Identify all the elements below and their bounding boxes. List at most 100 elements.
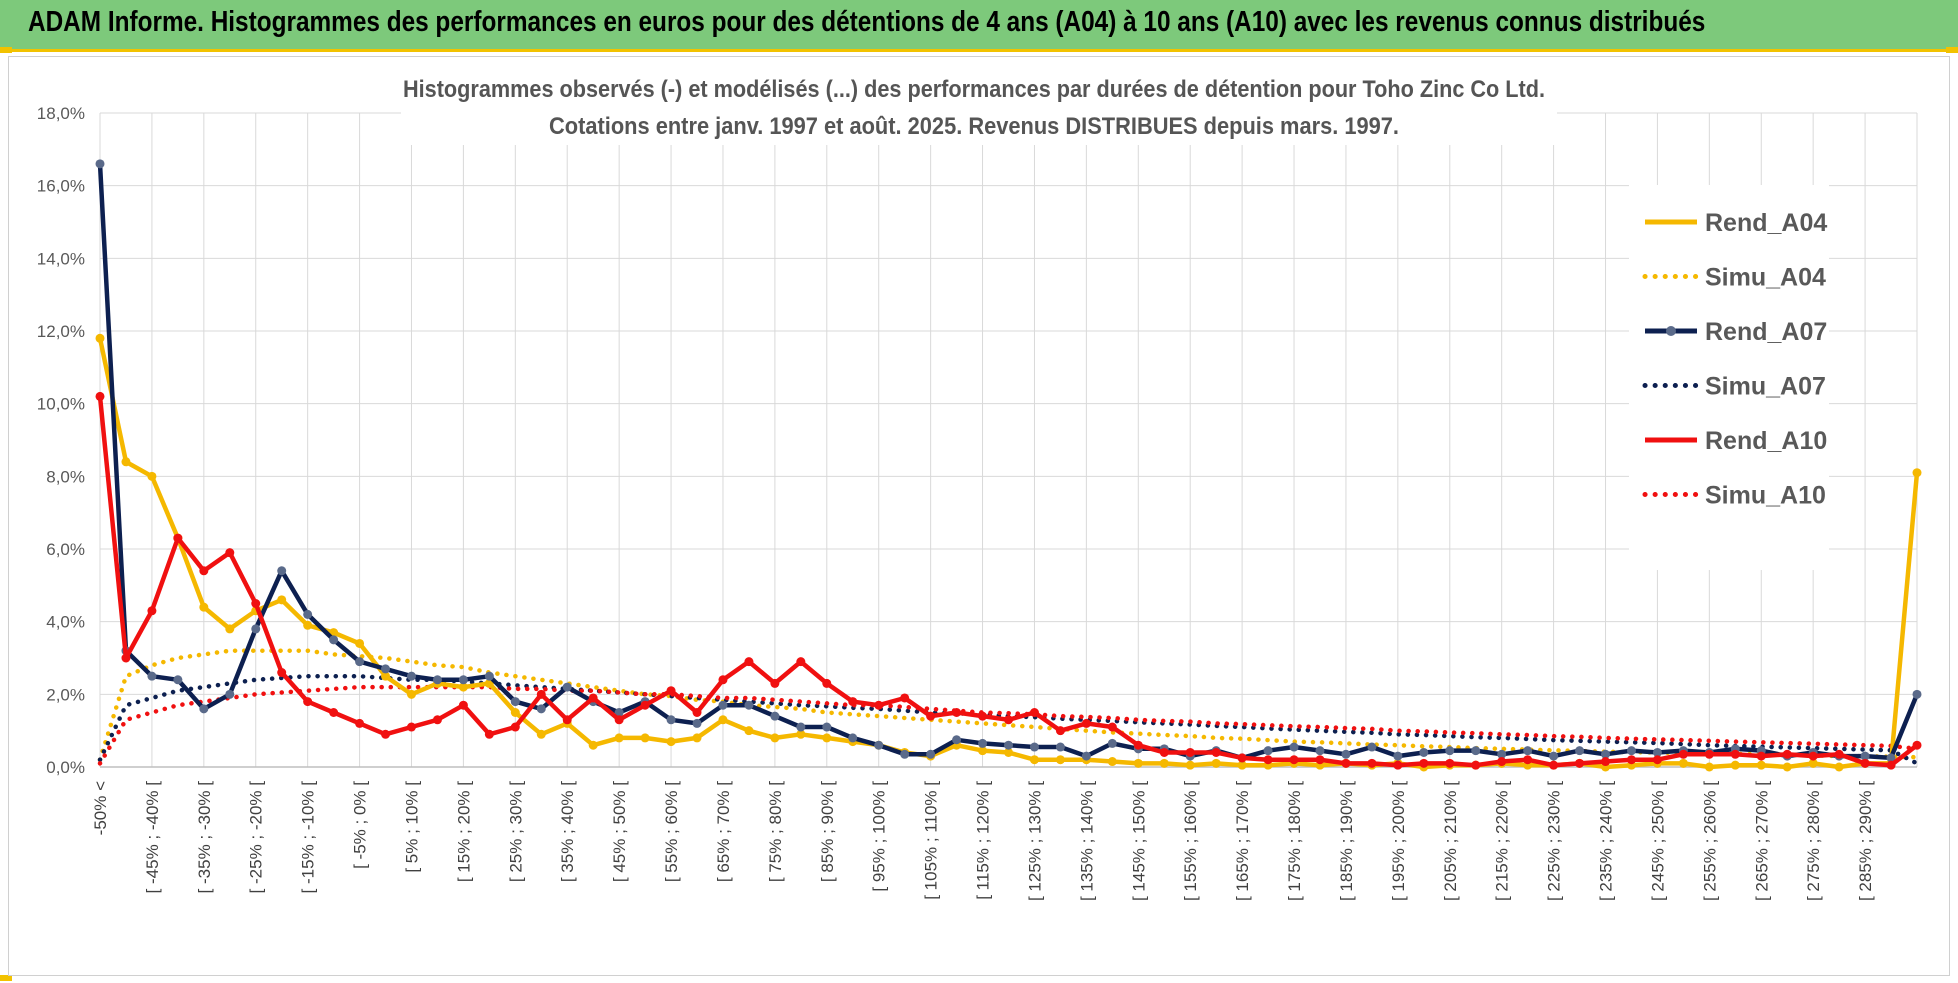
data-point [355, 638, 365, 648]
data-point [121, 457, 131, 467]
y-tick-label: 16,0% [37, 177, 85, 196]
data-point [1678, 758, 1688, 768]
data-point [718, 700, 728, 710]
data-point [432, 715, 442, 725]
x-tick-label: [ -5% ; 0% [ [351, 781, 370, 869]
data-point [1237, 760, 1247, 770]
data-point [1497, 749, 1507, 759]
data-point [1886, 753, 1896, 763]
x-tick-label: [ 155% ; 160% [ [1181, 781, 1200, 901]
data-point [1185, 747, 1195, 757]
data-point [1497, 757, 1507, 767]
data-point [510, 722, 520, 732]
data-point [1523, 746, 1533, 756]
data-point [1237, 753, 1247, 763]
data-point [900, 749, 910, 759]
data-point [848, 733, 858, 743]
data-point [1004, 715, 1013, 725]
data-point [1133, 740, 1143, 750]
grid [99, 112, 1918, 768]
data-point [978, 738, 988, 748]
data-point [1367, 742, 1377, 752]
data-point [1886, 760, 1896, 770]
data-point [1730, 749, 1740, 759]
x-tick-label: [ 215% ; 220% [ [1493, 781, 1512, 901]
data-point [1834, 762, 1844, 772]
x-tick-label: [ 185% ; 190% [ [1337, 781, 1356, 901]
x-tick-label: [ 105% ; 110% [ [922, 781, 941, 900]
data-point [926, 711, 936, 721]
data-point [1029, 742, 1039, 752]
data-point [848, 697, 858, 707]
data-point [1393, 751, 1403, 761]
chart-title: Histogrammes observés (-) et modélisés (… [403, 76, 1545, 103]
y-tick-label: 14,0% [37, 249, 85, 268]
chart-area: 0,0% 2,0% 4,0% 6,0% 8,0% 10,0% 12,0% 14,0% 16,0%… [8, 56, 1950, 976]
data-point [1652, 747, 1662, 757]
title-background [401, 59, 1557, 145]
x-tick-label: [ 95% ; 100% [ [870, 781, 889, 892]
y-tick-label: 10,0% [37, 395, 85, 414]
data-point [666, 737, 676, 747]
data-point [640, 733, 650, 743]
data-point [484, 671, 494, 681]
data-point [1601, 749, 1611, 759]
data-point [1575, 746, 1585, 756]
data-point [1263, 746, 1273, 756]
data-point [1055, 755, 1065, 765]
data-point [1004, 747, 1013, 757]
data-point [458, 700, 468, 710]
data-point [251, 599, 261, 608]
data-point [225, 548, 235, 558]
data-point [458, 675, 468, 685]
data-point [251, 624, 261, 634]
series-line-simu-a10 [97, 684, 1920, 766]
data-point [199, 566, 209, 576]
data-point [874, 740, 884, 750]
data-point [614, 715, 624, 725]
data-point [432, 675, 442, 685]
data-point [1315, 755, 1325, 765]
x-tick-label: [ 25% ; 30% [ [506, 781, 525, 882]
y-tick-label: 8,0% [46, 467, 85, 486]
x-tick-label: [ 265% ; 270% [ [1752, 781, 1771, 901]
data-point [1341, 758, 1351, 768]
data-point [1730, 760, 1740, 770]
legend-label: Simu_A04 [1705, 264, 1826, 292]
data-point [1159, 747, 1169, 757]
x-axis: -50% < [ -45% ; -40% [[ -35% ; -30% [[ -2… [91, 781, 1875, 901]
data-point [692, 718, 702, 728]
data-point [562, 682, 572, 692]
data-point [458, 682, 468, 692]
data-point [718, 675, 728, 685]
x-tick-label: [ 145% ; 150% [ [1129, 781, 1148, 901]
data-point [1626, 746, 1636, 756]
y-tick-label: 6,0% [46, 540, 85, 559]
data-point [1912, 689, 1922, 699]
data-point [1601, 757, 1611, 767]
data-point [1419, 747, 1429, 757]
data-point [952, 708, 962, 717]
report-header: ADAM Informe. Histogrammes des performan… [0, 0, 1958, 52]
data-point [1704, 749, 1714, 759]
data-point [95, 333, 105, 343]
x-tick-label: -50% < [91, 781, 110, 835]
x-tick-label: [ 75% ; 80% [ [766, 781, 785, 882]
data-point [95, 391, 105, 401]
data-point [329, 708, 339, 717]
data-point [510, 697, 520, 707]
data-point [1782, 762, 1792, 772]
data-point [1341, 749, 1351, 759]
data-point [406, 689, 416, 699]
data-point [666, 715, 676, 725]
data-point [770, 678, 780, 688]
legend-label: Simu_A10 [1705, 482, 1826, 510]
data-point [1756, 751, 1766, 761]
data-point [406, 722, 416, 732]
data-point [277, 566, 287, 576]
data-point [510, 708, 520, 717]
data-point [1626, 755, 1636, 765]
y-axis: 0,0% 2,0% 4,0% 6,0% 8,0% 10,0% 12,0% 14,0% 16,0%… [37, 104, 85, 777]
y-tick-label: 2,0% [46, 685, 85, 704]
chart-titles: Histogrammes observés (-) et modélisés (… [401, 59, 1557, 145]
